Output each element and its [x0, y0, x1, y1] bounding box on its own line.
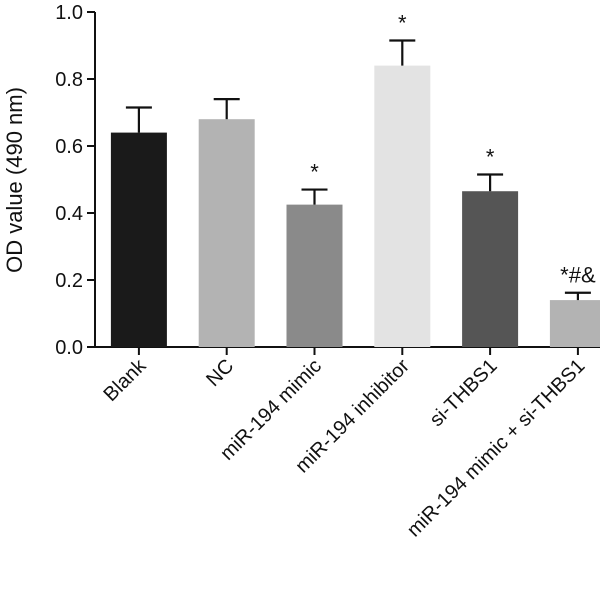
y-tick-label: 0.6: [55, 136, 83, 158]
x-tick-label: si-THBS1: [426, 355, 502, 431]
y-tick-label: 0.8: [55, 69, 83, 91]
bar: [374, 65, 431, 347]
bar: [549, 300, 600, 347]
x-tick-label: Blank: [100, 354, 152, 406]
bar: [198, 119, 255, 347]
y-ticks: 0.0 0.2 0.4 0.6 0.8 1.0: [55, 2, 95, 359]
bar: [286, 204, 343, 347]
error-bars: [125, 39, 591, 301]
y-tick-label: 0.2: [55, 270, 83, 292]
bars: [110, 65, 600, 347]
significance-label: *: [398, 10, 407, 35]
axes: [94, 12, 600, 348]
significance-annotations: * * * *#&: [310, 10, 596, 287]
bar: [110, 132, 167, 347]
significance-label: *#&: [560, 263, 596, 288]
y-tick-label: 0.4: [55, 203, 83, 225]
significance-label: *: [310, 160, 319, 185]
y-axis-label: OD value (490 nm): [2, 87, 27, 273]
y-tick-label: 1.0: [55, 2, 83, 24]
bar: [462, 191, 519, 347]
x-tick-label: miR-194 mimic + si-THBS1: [403, 355, 589, 541]
x-tick-label: NC: [202, 355, 238, 391]
y-tick-label: 0.0: [55, 337, 83, 359]
significance-label: *: [486, 144, 495, 169]
